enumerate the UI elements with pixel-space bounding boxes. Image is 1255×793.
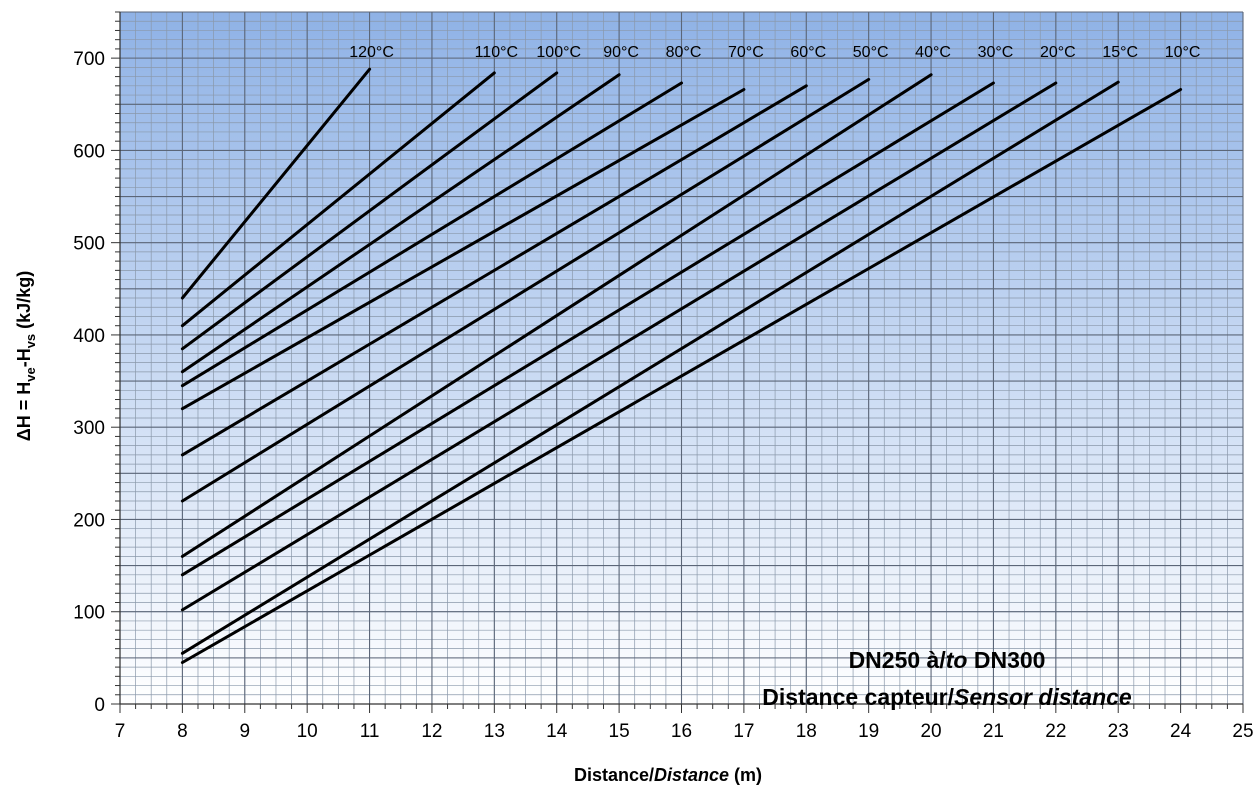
series-lines (180, 67, 1183, 664)
x-tick-label: 17 (733, 721, 754, 742)
x-tick-label: 20 (920, 721, 941, 742)
series-label: 90°C (603, 44, 639, 61)
x-tick-label: 8 (177, 721, 188, 742)
series-label: 50°C (853, 44, 889, 61)
annotation-line-1: DN250 à/to DN300 (849, 647, 1046, 673)
series-label: 60°C (790, 44, 826, 61)
x-tick-label: 24 (1170, 721, 1192, 742)
series-line (180, 73, 933, 558)
series-line (180, 80, 1120, 655)
x-tick-label: 22 (1045, 721, 1066, 742)
series-label: 100°C (536, 44, 581, 61)
x-tick-label: 15 (609, 721, 630, 742)
series-line (180, 81, 995, 577)
series-line (180, 73, 621, 374)
series-label: 110°C (475, 44, 518, 61)
x-tick-label: 13 (484, 721, 505, 742)
x-tick-label: 10 (297, 721, 318, 742)
series-line (180, 81, 683, 388)
series-line (180, 84, 808, 457)
x-tick-label: 9 (239, 721, 250, 742)
x-axis-label: Distance/Distance (m) (574, 765, 762, 785)
x-tick-label: 14 (546, 721, 568, 742)
y-tick-label: 200 (73, 510, 105, 531)
series-line (180, 71, 559, 351)
x-tick-label: 18 (796, 721, 817, 742)
series-line (180, 71, 496, 328)
series-label: 70°C (728, 44, 764, 61)
series-line (180, 88, 746, 411)
y-tick-label: 100 (73, 603, 105, 624)
y-tick-labels: 0 100 200 300 400 500 600 700 (73, 49, 105, 716)
x-tick-label: 19 (858, 721, 879, 742)
series-line (180, 88, 1183, 664)
y-axis-label: ΔH = Hve-Hvs (kJ/kg) (14, 271, 38, 441)
x-tick-label: 23 (1108, 721, 1129, 742)
series-label: 30°C (978, 44, 1014, 61)
x-tick-label: 12 (421, 721, 442, 742)
series-label: 80°C (666, 44, 702, 61)
x-tick-label: 11 (360, 721, 380, 742)
series-labels: 120°C 110°C 100°C 90°C 80°C 70°C 60°C 50°C 40°C 3… (349, 44, 1200, 61)
series-label: 10°C (1165, 44, 1201, 61)
axes (111, 11, 1244, 713)
series-label: 20°C (1040, 44, 1076, 61)
y-tick-label: 300 (73, 418, 105, 439)
major-gridlines (119, 11, 1244, 705)
x-tick-label: 16 (671, 721, 692, 742)
y-tick-label: 600 (73, 141, 105, 162)
series-line (180, 67, 372, 300)
x-tick-label: 21 (983, 721, 1004, 742)
y-tick-label: 700 (73, 49, 105, 70)
series-line (180, 77, 871, 503)
y-tick-label: 400 (73, 326, 105, 347)
series-label: 15°C (1102, 44, 1138, 61)
series-line (180, 81, 1058, 612)
series-label: 40°C (915, 44, 951, 61)
y-tick-label: 500 (73, 234, 105, 255)
annotation-line-2: Distance capteur/Sensor distance (762, 684, 1132, 710)
series-label: 120°C (349, 44, 394, 61)
x-tick-label: 25 (1232, 721, 1253, 742)
y-tick-label: 0 (94, 695, 105, 716)
x-tick-label: 7 (115, 721, 126, 742)
x-tick-labels: 7 8 9 10 11 12 13 14 15 16 17 18 19 20 21 22 23 24 25 (115, 721, 1254, 742)
